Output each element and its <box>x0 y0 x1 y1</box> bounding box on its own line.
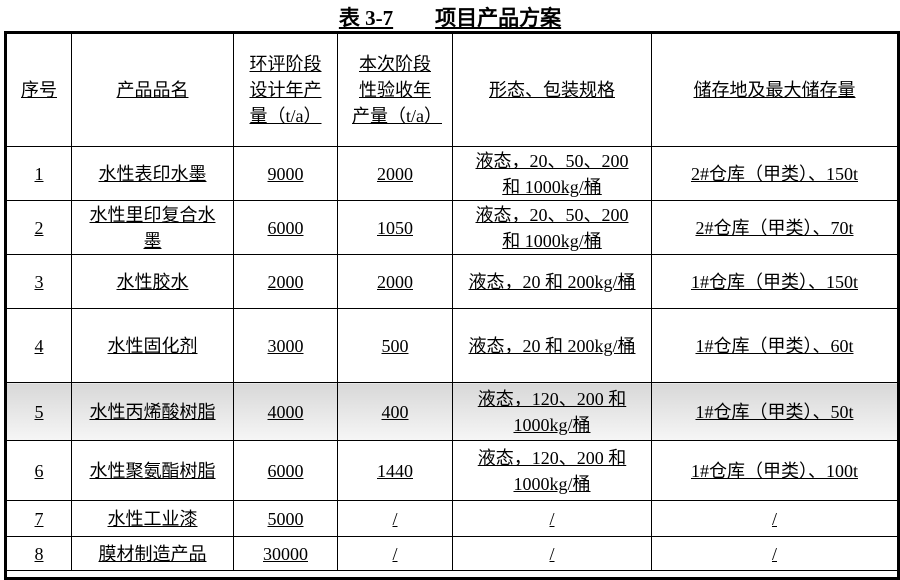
cell-no: 7 <box>5 500 72 537</box>
cell-storage: / <box>651 536 899 571</box>
cell-no: 2 <box>5 200 72 255</box>
cell-design: 9000 <box>233 146 338 201</box>
cell-actual: 2000 <box>337 146 453 201</box>
cell-form: 液态，20、50、200 和 1000kg/桶 <box>452 200 652 255</box>
cell-storage: 1#仓库（甲类）、50t <box>651 382 899 441</box>
product-plan-table: 序号 产品品名 环评阶段设计年产量（t/a） 本次阶段性验收年产量（t/a） 形… <box>4 31 900 580</box>
table-row: 1 水性表印水墨 9000 2000 液态，20、50、200 和 1000kg/桶 2#… <box>5 146 899 201</box>
table-bottom-row <box>5 570 899 579</box>
cell-name: 水性丙烯酸树脂 <box>71 382 234 441</box>
table-row: 8 膜材制造产品 30000// / <box>5 536 899 571</box>
table-number: 表 3-7 <box>338 6 394 30</box>
cell-no: 3 <box>5 254 72 309</box>
cell-no: 4 <box>5 308 72 383</box>
cell-actual: 1050 <box>337 200 453 255</box>
cell-name: 水性聚氨酯树脂 <box>71 440 234 501</box>
header-cell: 序号 <box>5 32 72 147</box>
cell-name: 水性固化剂 <box>71 308 234 383</box>
header-cell: 本次阶段性验收年产量（t/a） <box>337 32 453 147</box>
cell-design: 5000 <box>233 500 338 537</box>
cell-no: 6 <box>5 440 72 501</box>
header-cell: 产品品名 <box>71 32 234 147</box>
cell-no: 1 <box>5 146 72 201</box>
cell-name: 水性表印水墨 <box>71 146 234 201</box>
cell-actual: / <box>337 500 453 537</box>
cell-storage: 1#仓库（甲类）、60t <box>651 308 899 383</box>
table-row: 5 水性丙烯酸树脂 4000 400 液态，120、200 和 1000kg/桶 1#仓库… <box>5 382 899 441</box>
table-row: 3 水性胶水 2000 2000 液态，20 和 200kg/桶 1#仓库（甲类）、150… <box>5 254 899 309</box>
table-row: 2 水性里印复合水墨 6000 1050 液态，20、50、200 和 1000kg/桶… <box>5 200 899 255</box>
cell-actual: 1440 <box>337 440 453 501</box>
cell-form: 液态，20 和 200kg/桶 <box>452 308 652 383</box>
cell-name: 水性工业漆 <box>71 500 234 537</box>
header-cell: 环评阶段设计年产量（t/a） <box>233 32 338 147</box>
cell-design: 6000 <box>233 440 338 501</box>
table-caption: 表 3-7 项目产品方案 <box>0 2 900 32</box>
cell-actual: / <box>337 536 453 571</box>
cell-design: 4000 <box>233 382 338 441</box>
cell-no: 5 <box>5 382 72 441</box>
cell-design: 30000 <box>233 536 338 571</box>
table-row: 6 水性聚氨酯树脂 6000 1440 液态，120、200 和 1000kg/桶 1#仓… <box>5 440 899 501</box>
cell-form: / <box>452 500 652 537</box>
cell-actual: 2000 <box>337 254 453 309</box>
cell-actual: 400 <box>337 382 453 441</box>
cell-name: 膜材制造产品 <box>71 536 234 571</box>
header-cell: 形态、包装规格 <box>452 32 652 147</box>
cell-form: / <box>452 536 652 571</box>
cell-storage: / <box>651 500 899 537</box>
cell-storage: 1#仓库（甲类）、100t <box>651 440 899 501</box>
header-cell: 储存地及最大储存量 <box>651 32 899 147</box>
table-title: 项目产品方案 <box>435 6 562 30</box>
cell-design: 3000 <box>233 308 338 383</box>
table-row: 4 水性固化剂 3000 500 液态，20 和 200kg/桶 1#仓库（甲类）、60t <box>5 308 899 383</box>
cell-actual: 500 <box>337 308 453 383</box>
cell-storage: 2#仓库（甲类）、150t <box>651 146 899 201</box>
cell-storage: 1#仓库（甲类）、150t <box>651 254 899 309</box>
cell-storage: 2#仓库（甲类）、70t <box>651 200 899 255</box>
cell-design: 6000 <box>233 200 338 255</box>
cell-name: 水性里印复合水墨 <box>71 200 234 255</box>
cell-no: 8 <box>5 536 72 571</box>
cell-form: 液态，120、200 和 1000kg/桶 <box>452 382 652 441</box>
cell-form: 液态，120、200 和 1000kg/桶 <box>452 440 652 501</box>
cell-form: 液态，20、50、200 和 1000kg/桶 <box>452 146 652 201</box>
cell-form: 液态，20 和 200kg/桶 <box>452 254 652 309</box>
cell-name: 水性胶水 <box>71 254 234 309</box>
header-row: 序号 产品品名 环评阶段设计年产量（t/a） 本次阶段性验收年产量（t/a） 形… <box>5 32 899 147</box>
table-row: 7 水性工业漆 5000// / <box>5 500 899 537</box>
cell-design: 2000 <box>233 254 338 309</box>
